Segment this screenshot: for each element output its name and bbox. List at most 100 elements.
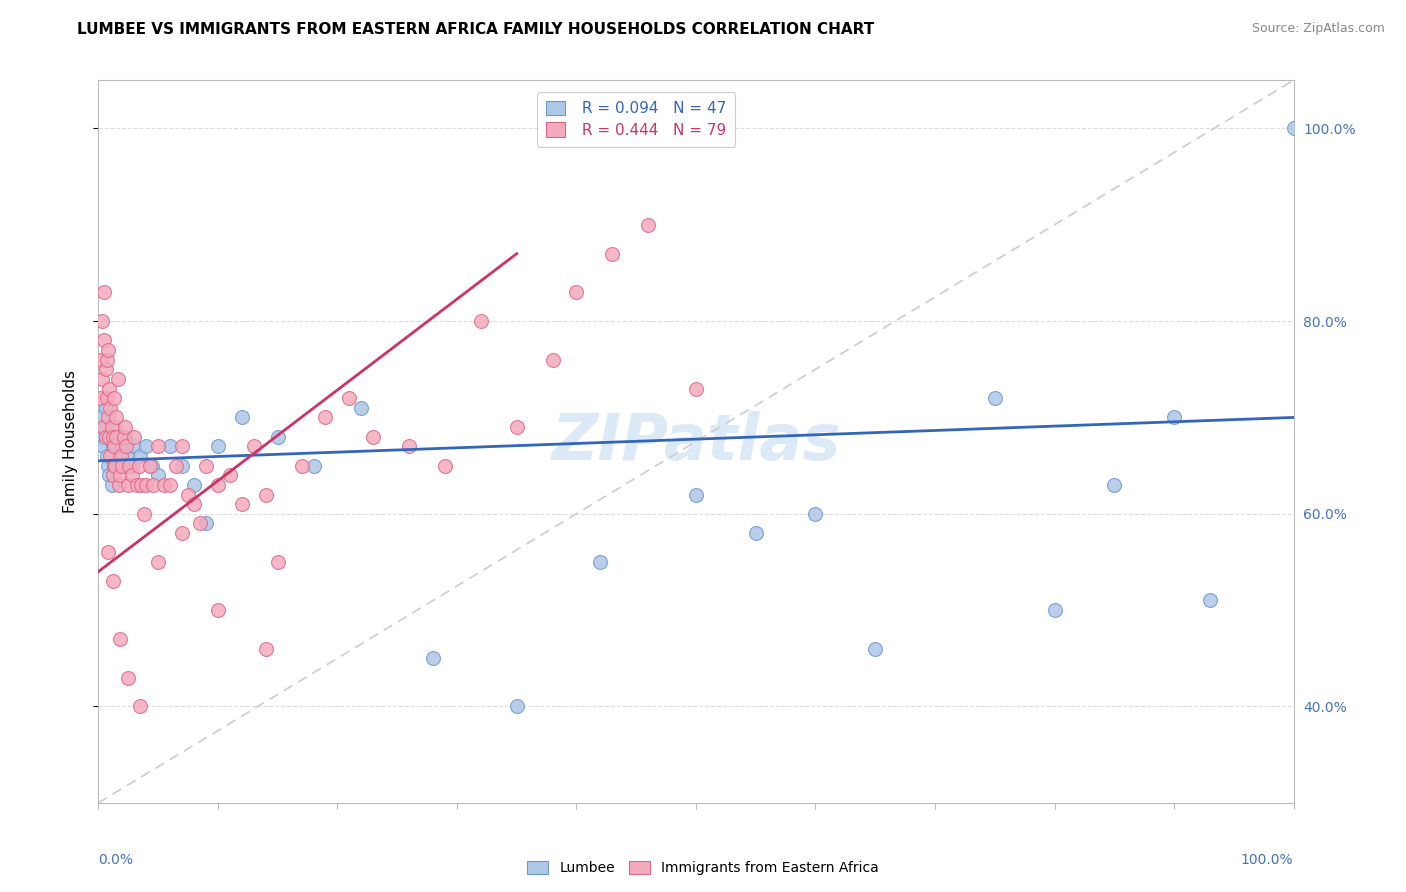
Point — [135, 478, 157, 492]
Point — [98, 430, 122, 444]
Point — [103, 439, 125, 453]
Point — [101, 439, 124, 453]
Point — [1199, 593, 1222, 607]
Point — [93, 285, 115, 300]
Point — [177, 487, 200, 501]
Point — [91, 410, 114, 425]
Point — [103, 458, 125, 473]
Point — [195, 458, 218, 473]
Point — [165, 458, 187, 473]
Point — [602, 246, 624, 260]
Point — [128, 458, 150, 473]
Point — [1282, 121, 1305, 136]
Point — [254, 641, 277, 656]
Point — [984, 391, 1007, 405]
Point — [104, 458, 127, 473]
Point — [398, 439, 420, 453]
Point — [159, 439, 181, 453]
Point — [117, 671, 139, 685]
Point — [637, 218, 659, 232]
Point — [98, 449, 122, 463]
Point — [97, 410, 120, 425]
Point — [131, 478, 153, 492]
Point — [125, 478, 148, 492]
Point — [231, 497, 253, 511]
Point — [108, 458, 131, 473]
Point — [231, 410, 253, 425]
Point — [111, 439, 134, 453]
Point — [153, 478, 176, 492]
Point — [96, 352, 118, 367]
Point — [93, 420, 115, 434]
Point — [172, 439, 194, 453]
Point — [93, 334, 115, 348]
Point — [121, 468, 143, 483]
Point — [91, 420, 114, 434]
Point — [506, 420, 529, 434]
Point — [148, 555, 170, 569]
Point — [159, 478, 181, 492]
Point — [107, 449, 129, 463]
Point — [135, 439, 157, 453]
Point — [114, 420, 136, 434]
Point — [139, 458, 162, 473]
Point — [97, 343, 120, 357]
Point — [97, 458, 120, 473]
Point — [100, 420, 122, 434]
Point — [105, 410, 128, 425]
Point — [117, 449, 139, 463]
Point — [422, 651, 444, 665]
Point — [107, 372, 129, 386]
Point — [132, 507, 155, 521]
Point — [91, 314, 114, 328]
Point — [112, 430, 135, 444]
Point — [121, 458, 143, 473]
Point — [101, 574, 124, 589]
Point — [94, 362, 117, 376]
Point — [108, 468, 131, 483]
Point — [114, 430, 136, 444]
Point — [108, 632, 131, 646]
Point — [98, 468, 121, 483]
Point — [541, 352, 564, 367]
Point — [565, 285, 588, 300]
Text: Source: ZipAtlas.com: Source: ZipAtlas.com — [1251, 22, 1385, 36]
Point — [865, 641, 887, 656]
Point — [142, 478, 165, 492]
Point — [207, 478, 229, 492]
Point — [183, 497, 205, 511]
Point — [124, 430, 146, 444]
Point — [291, 458, 314, 473]
Point — [98, 401, 122, 415]
Point — [207, 439, 229, 453]
Point — [91, 372, 114, 386]
Point — [103, 391, 125, 405]
Point — [101, 430, 124, 444]
Point — [94, 430, 117, 444]
Point — [104, 420, 127, 434]
Point — [100, 478, 122, 492]
Point — [339, 391, 361, 405]
Point — [207, 603, 229, 617]
Point — [183, 478, 205, 492]
Point — [506, 699, 529, 714]
Point — [745, 526, 768, 541]
Point — [1043, 603, 1066, 617]
Point — [685, 382, 707, 396]
Text: ZIPatlas: ZIPatlas — [551, 410, 841, 473]
Point — [129, 449, 152, 463]
Point — [1104, 478, 1126, 492]
Text: 0.0%: 0.0% — [98, 854, 134, 867]
Point — [172, 458, 194, 473]
Point — [172, 526, 194, 541]
Point — [219, 468, 242, 483]
Point — [363, 430, 385, 444]
Point — [101, 468, 124, 483]
Point — [685, 487, 707, 501]
Text: LUMBEE VS IMMIGRANTS FROM EASTERN AFRICA FAMILY HOUSEHOLDS CORRELATION CHART: LUMBEE VS IMMIGRANTS FROM EASTERN AFRICA… — [77, 22, 875, 37]
Point — [98, 430, 121, 444]
Point — [129, 699, 152, 714]
Point — [105, 430, 128, 444]
Point — [243, 439, 266, 453]
Point — [188, 516, 211, 531]
